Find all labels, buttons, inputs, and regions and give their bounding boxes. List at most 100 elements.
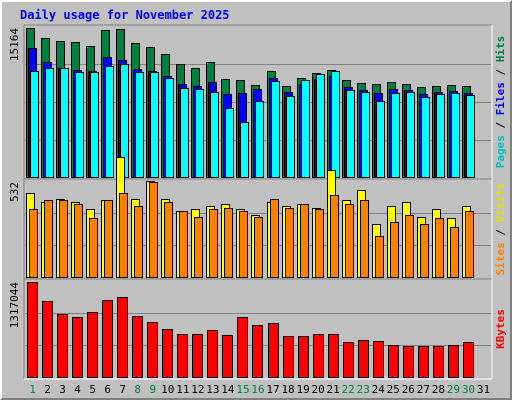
side-legend-kbytes: KBytes [494,309,507,349]
bar-sites-day-1 [29,209,38,278]
x-tick-label-26: 26 [402,383,415,396]
bar-pages-day-6 [105,66,114,178]
bar-sites-day-12 [194,217,203,278]
bar-pages-day-18 [286,96,295,178]
x-tick-label-25: 25 [387,383,400,396]
x-tick-label-23: 23 [357,383,370,396]
bar-kbytes-day-25 [388,345,399,378]
x-tick-label-22: 22 [342,383,355,396]
bar-sites-day-22 [345,204,354,278]
x-tick-label-1: 1 [29,383,36,396]
bar-sites-day-21 [330,195,339,278]
x-tick-label-24: 24 [372,383,386,396]
bar-kbytes-day-28 [433,346,444,378]
bar-sites-day-19 [300,204,309,278]
bar-sites-day-11 [179,211,188,278]
x-tick-label-27: 27 [417,383,430,396]
bar-sites-day-10 [164,202,173,278]
bar-pages-day-12 [195,89,204,178]
max-label-visits: 532 [8,182,21,202]
side-legend-hits: Pages / Files / Hits [494,36,507,169]
x-tick-label-3: 3 [59,383,66,396]
x-tick-label-28: 28 [432,383,445,396]
bar-sites-day-23 [360,200,369,278]
bar-kbytes-day-10 [162,329,173,378]
side-legend-separator: / [494,222,507,242]
bar-kbytes-day-22 [343,342,354,378]
bar-kbytes-day-12 [192,334,203,378]
chart-title: Daily usage for November 2025 [20,8,230,22]
bar-kbytes-day-5 [87,312,98,378]
bar-pages-day-2 [45,68,54,178]
bar-sites-day-3 [59,200,68,278]
side-legend-sites: Sites [494,242,507,275]
bar-pages-day-27 [421,97,430,178]
side-legend-separator: / [494,62,507,82]
bar-sites-day-15 [239,211,248,278]
bar-kbytes-day-2 [42,301,53,378]
bar-sites-day-13 [209,209,218,278]
bar-pages-day-28 [436,94,445,178]
bar-pages-day-1 [30,71,39,178]
side-legend-visits: Sites / Visits [494,183,507,276]
max-label-hits: 15164 [8,28,21,61]
max-label-kbytes: 1317044 [8,282,21,329]
bar-pages-day-24 [376,101,385,178]
bar-sites-day-20 [315,209,324,278]
side-legend-separator: / [494,115,507,135]
bar-kbytes-day-18 [283,336,294,378]
bar-sites-day-29 [450,227,459,278]
bar-kbytes-day-21 [328,334,339,378]
bar-pages-day-11 [180,88,189,178]
bar-pages-day-5 [90,72,99,178]
bar-pages-day-25 [391,93,400,178]
bar-sites-day-24 [375,236,384,278]
x-tick-label-31: 31 [477,383,490,396]
bar-pages-day-20 [316,74,325,178]
x-tick-label-8: 8 [134,383,141,396]
bar-kbytes-day-6 [102,300,113,378]
bar-kbytes-day-14 [222,335,233,378]
x-tick-label-15: 15 [236,383,249,396]
bar-sites-day-28 [435,218,444,278]
bar-sites-day-9 [149,182,158,278]
bar-kbytes-day-20 [313,334,324,378]
bar-sites-day-8 [134,206,143,278]
bar-kbytes-day-15 [237,317,248,378]
x-tick-label-5: 5 [89,383,96,396]
bar-kbytes-day-13 [207,330,218,378]
x-tick-label-6: 6 [104,383,111,396]
bar-kbytes-day-17 [268,323,279,378]
bar-sites-day-18 [285,208,294,278]
x-tick-label-11: 11 [176,383,189,396]
bar-pages-day-4 [75,72,84,178]
bar-pages-day-8 [135,72,144,178]
x-tick-label-9: 9 [149,383,156,396]
bar-kbytes-day-9 [147,322,158,378]
bar-pages-day-15 [240,122,249,178]
bar-sites-day-5 [89,218,98,278]
x-tick-label-13: 13 [206,383,219,396]
bar-sites-day-14 [224,208,233,278]
x-tick-label-30: 30 [462,383,475,396]
bar-pages-day-10 [165,78,174,178]
x-tick-label-10: 10 [161,383,174,396]
bar-sites-day-16 [254,217,263,278]
bar-sites-day-30 [465,211,474,278]
bar-pages-day-17 [271,81,280,178]
bar-pages-day-29 [451,93,460,178]
bar-sites-day-25 [390,222,399,278]
bar-kbytes-day-27 [418,346,429,378]
bar-kbytes-day-23 [358,340,369,378]
bar-sites-day-27 [420,224,429,278]
bar-pages-day-13 [210,92,219,178]
x-tick-label-12: 12 [191,383,204,396]
x-tick-label-14: 14 [221,383,235,396]
side-legend-files: Files [494,82,507,115]
x-tick-label-29: 29 [447,383,460,396]
bar-kbytes-day-30 [463,342,474,378]
x-tick-label-18: 18 [281,383,294,396]
bar-kbytes-day-3 [57,314,68,378]
bar-kbytes-day-4 [72,317,83,378]
